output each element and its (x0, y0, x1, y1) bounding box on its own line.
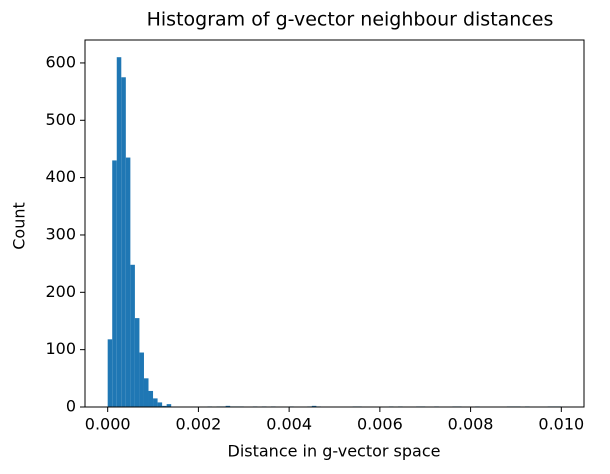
bar (121, 77, 126, 407)
bar (139, 352, 144, 407)
y-tick-label: 0 (66, 397, 76, 416)
y-tick-label: 100 (45, 339, 76, 358)
y-tick-label: 600 (45, 52, 76, 71)
bar (157, 402, 163, 407)
x-tick-label: 0.006 (357, 415, 403, 434)
y-tick-label: 200 (45, 282, 76, 301)
y-axis-label: Count (10, 202, 29, 250)
x-axis-label: Distance in g-vector space (228, 442, 441, 461)
bar (112, 160, 117, 407)
bar (125, 157, 131, 407)
x-tick-label: 0.010 (538, 415, 584, 434)
bar (225, 405, 231, 407)
bar (153, 398, 158, 407)
chart-title: Histogram of g-vector neighbour distance… (147, 9, 554, 31)
y-tick-label: 300 (45, 224, 76, 243)
x-tick-label: 0.000 (85, 415, 131, 434)
plot-frame (84, 39, 585, 408)
bar (148, 390, 154, 407)
bar (107, 339, 113, 407)
bar (311, 405, 317, 407)
x-tick-label: 0.004 (266, 415, 312, 434)
bar (130, 264, 135, 407)
x-tick-label: 0.002 (176, 415, 222, 434)
y-tick-label: 500 (45, 110, 76, 129)
x-tick-label: 0.008 (448, 415, 494, 434)
y-tick-label: 400 (45, 167, 76, 186)
bar (162, 405, 167, 407)
bar (166, 404, 172, 407)
bar (116, 57, 122, 407)
bar (134, 318, 140, 407)
bar (143, 378, 149, 407)
